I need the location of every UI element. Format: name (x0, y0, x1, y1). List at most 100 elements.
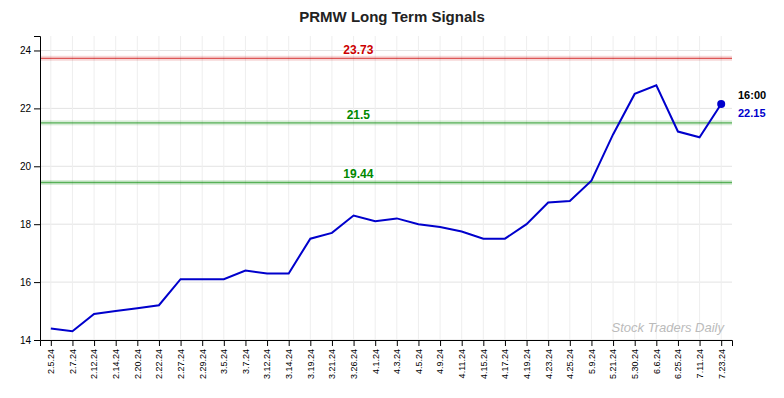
tick-mark (116, 340, 117, 346)
grid-line (396, 36, 397, 340)
grid-line (634, 36, 635, 340)
grid-line (591, 36, 592, 340)
tick-mark (354, 340, 355, 346)
labels: 23.7321.519.4416:0022.15Stock Traders Da… (343, 43, 766, 335)
tick-label: 4.3.24 (392, 349, 402, 374)
grid-line (699, 36, 700, 340)
y-tick: 16 (20, 277, 40, 288)
tick-label: 4.11.24 (457, 349, 467, 378)
tick-mark (483, 340, 484, 346)
x-tick: 2.27.24 (176, 340, 186, 379)
marks (40, 56, 732, 332)
grid-line (677, 36, 678, 340)
tick-label: 18 (20, 219, 32, 230)
grid-line (267, 36, 268, 340)
tick-mark (570, 340, 571, 346)
grid-line (50, 36, 51, 340)
tick-mark (159, 340, 160, 346)
tick-mark (181, 340, 182, 346)
x-tick: 7.11.24 (695, 340, 705, 378)
x-tick: 2.22.24 (154, 340, 164, 379)
tick-label: 4.15.24 (479, 349, 489, 379)
last-point (717, 100, 725, 108)
grid-line (245, 36, 246, 340)
tick-mark (34, 340, 40, 341)
grid-line (158, 36, 159, 340)
tick-mark (34, 166, 40, 167)
tick-mark (34, 50, 40, 51)
tick-label: 2.12.24 (89, 349, 99, 379)
y-axis: 141618202224 (20, 37, 41, 346)
plot: 1416182022242.5.242.7.242.12.242.14.242.… (20, 36, 766, 379)
y-tick: 20 (20, 161, 40, 172)
tick-label: 2.14.24 (111, 349, 121, 379)
grid-line (40, 50, 732, 51)
level-label: 19.44 (343, 167, 373, 181)
grid-line (353, 36, 354, 340)
x-tick: 3.19.24 (306, 340, 316, 379)
tick-label: 2.29.24 (198, 349, 208, 379)
x-tick: 2.29.24 (198, 340, 208, 379)
grid-line (526, 36, 527, 340)
y-tick: 22 (20, 103, 40, 114)
tick-label: 20 (20, 161, 32, 172)
tick-label: 2.27.24 (176, 349, 186, 379)
tick-mark (397, 340, 398, 346)
tick-mark (310, 340, 311, 346)
tick-mark (462, 340, 463, 346)
grid-line (94, 36, 95, 340)
level-label: 23.73 (343, 43, 373, 57)
tick-label: 5.30.24 (630, 349, 640, 379)
tick-mark (505, 340, 506, 346)
annotation: 16:00 (738, 89, 766, 101)
x-axis: 2.5.24 2.7.24 2.12.24 2.14.24 2.20.24 2.22.24… (41, 340, 733, 379)
tick-mark (51, 340, 52, 346)
level-line (40, 182, 732, 183)
tick-mark (700, 340, 701, 346)
tick-mark (527, 340, 528, 346)
grid-line (202, 36, 203, 340)
x-tick: 4.9.24 (435, 340, 445, 374)
grid-line (721, 36, 722, 340)
tick-mark (613, 340, 614, 346)
x-tick: 5.9.24 (587, 340, 597, 374)
tick-label: 7.11.24 (695, 349, 705, 378)
x-tick: 3.5.24 (219, 340, 229, 374)
grid-line (72, 36, 73, 340)
tick-label: 3.7.24 (241, 349, 251, 374)
x-tick: 2.5.24 (46, 340, 56, 374)
x-tick: 5.21.24 (608, 340, 618, 379)
grid-line (461, 36, 462, 340)
watermark: Stock Traders Daily (612, 320, 726, 335)
grid-line (656, 36, 657, 340)
tick-label: 2.7.24 (68, 349, 78, 374)
tick-mark (375, 340, 376, 346)
x-tick: 2.7.24 (68, 340, 78, 374)
level-band (40, 120, 732, 125)
tick-label: 4.5.24 (414, 349, 424, 374)
x-tick: 4.19.24 (522, 340, 532, 379)
x-tick: 5.30.24 (630, 340, 640, 379)
x-tick: 4.23.24 (544, 340, 554, 379)
tick-mark (34, 282, 40, 283)
tick-label: 16 (20, 277, 32, 288)
tick-label: 3.14.24 (284, 349, 294, 379)
grid-line (613, 36, 614, 340)
tick-mark (440, 340, 441, 346)
tick-label: 3.26.24 (349, 349, 359, 379)
tick-label: 3.5.24 (219, 349, 229, 374)
tick-label: 4.25.24 (565, 349, 575, 379)
tick-label: 2.20.24 (133, 349, 143, 379)
x-tick: 4.25.24 (565, 340, 575, 379)
price-line (51, 85, 721, 331)
y-tick: 18 (20, 219, 40, 230)
annotation: 22.15 (738, 107, 766, 119)
tick-mark (224, 340, 225, 346)
level-band (40, 56, 732, 61)
tick-mark (34, 108, 40, 109)
tick-label: 3.21.24 (327, 349, 337, 379)
tick-label: 6.25.24 (673, 349, 683, 379)
grid-line (288, 36, 289, 340)
tick-label: 2.5.24 (46, 349, 56, 374)
tick-mark (202, 340, 203, 346)
